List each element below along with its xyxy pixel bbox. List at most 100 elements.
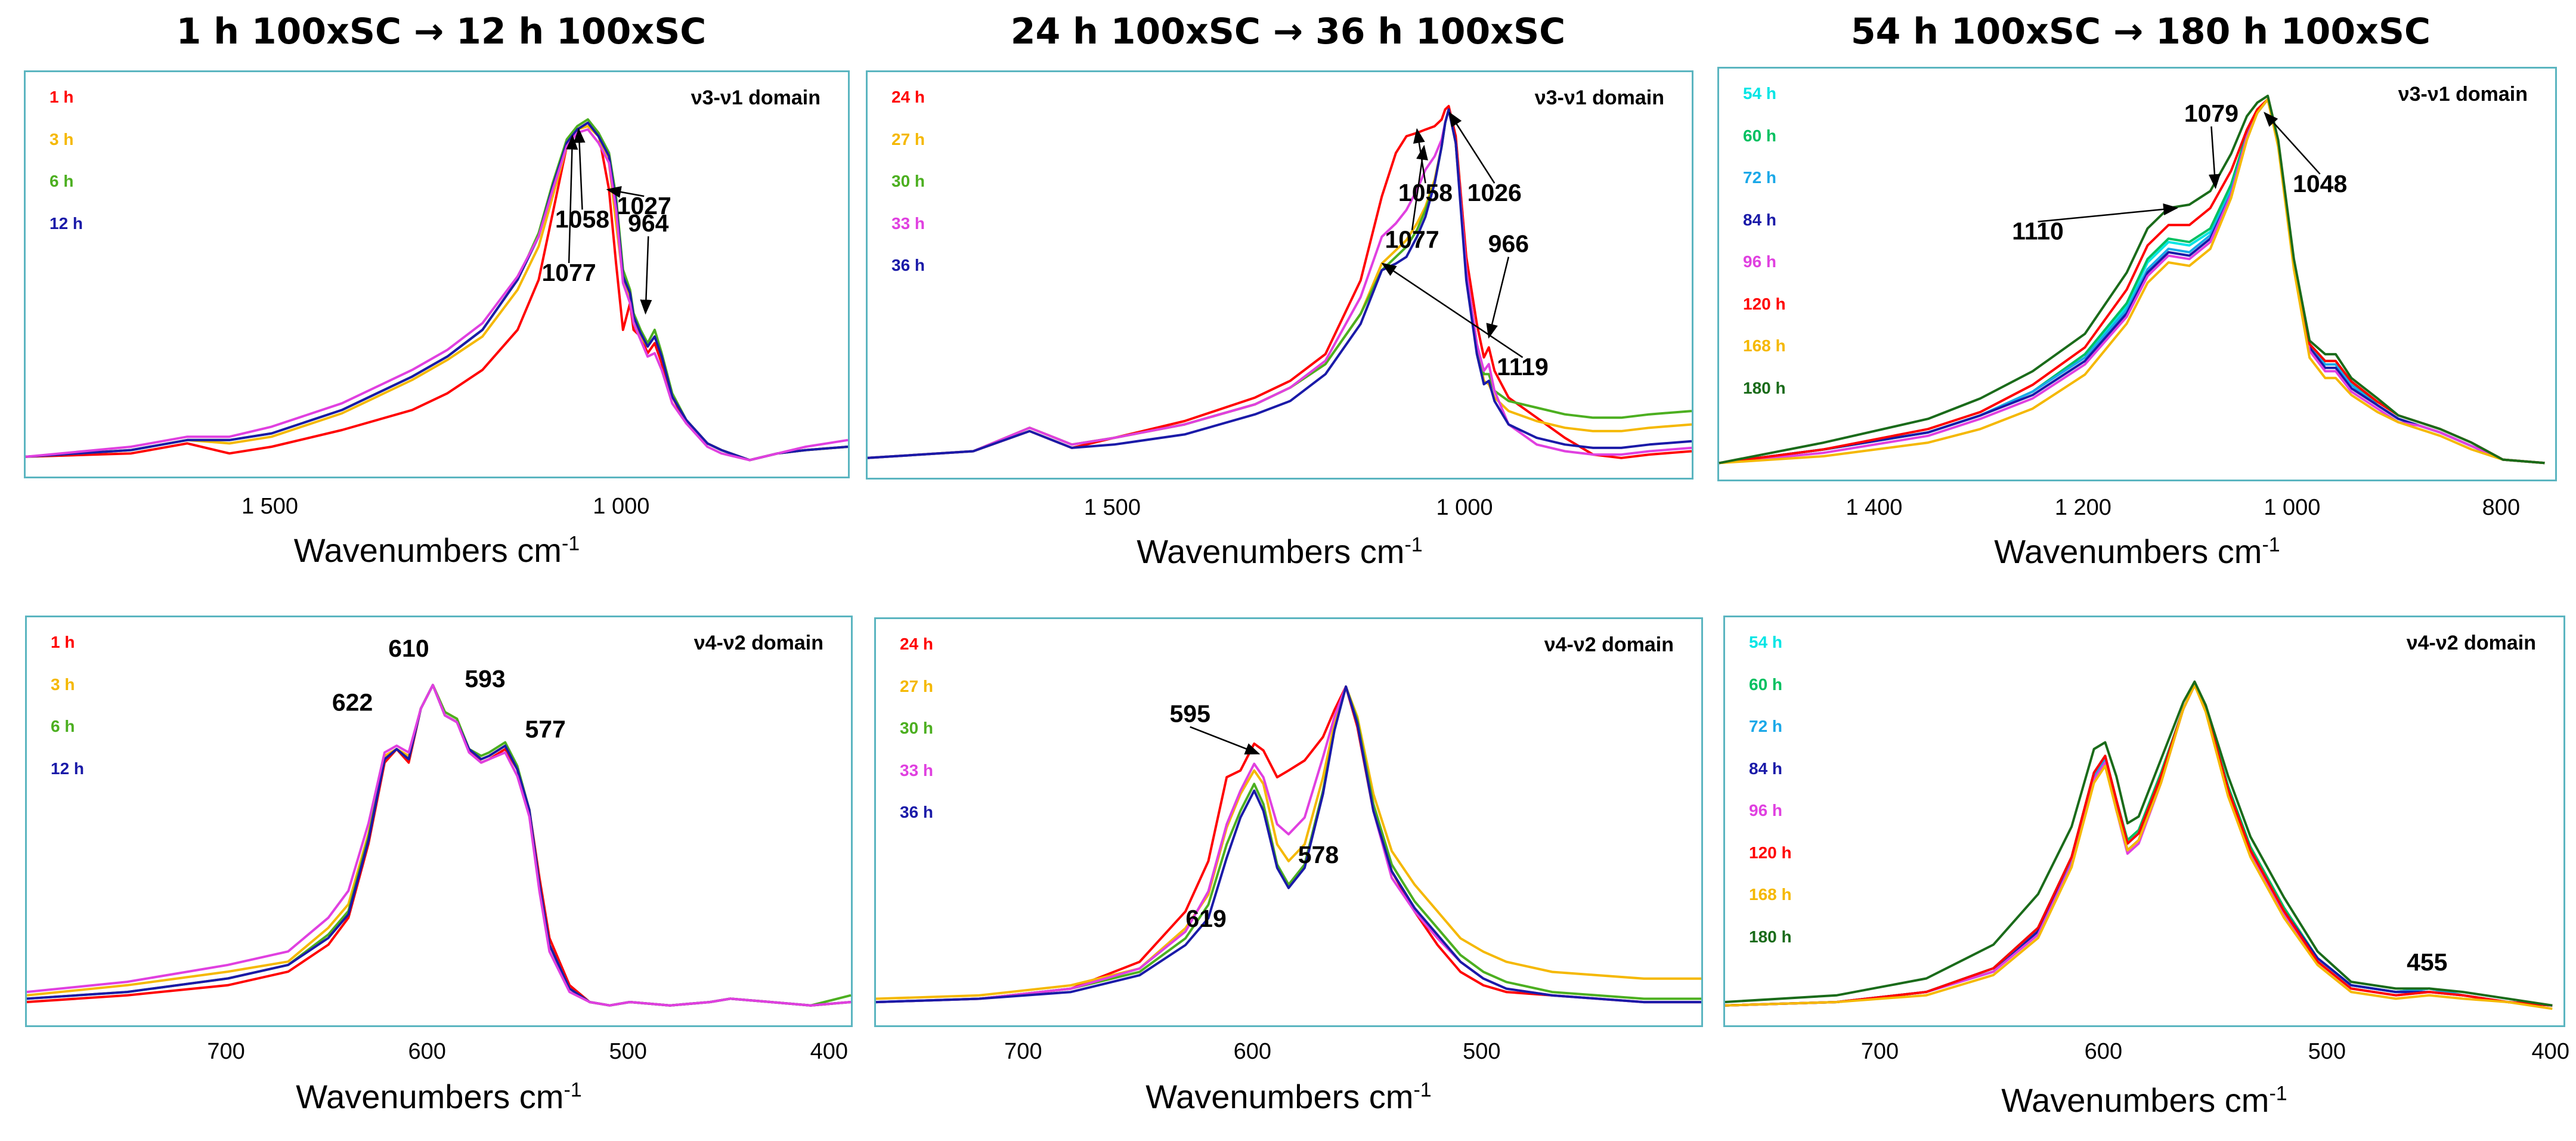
legend-entry: 168 h: [1743, 336, 1786, 355]
annotation-arrow: [2264, 112, 2321, 175]
peak-annotation-455: 455: [2407, 948, 2447, 976]
x-axis-label: Wavenumbers cm-1: [296, 1078, 582, 1115]
series-line-3h: [26, 684, 852, 1007]
annotation-arrow: [606, 186, 645, 198]
legend-entry: 27 h: [891, 129, 925, 149]
series-line-33h: [875, 685, 1701, 1004]
series-line-1h: [25, 121, 849, 462]
chart-plot: 610 622 593 577: [26, 635, 852, 1007]
chart-panel-v4v2-1h-12h: 610 622 593 577 1 h 3 h 6 h 12 h ν4-ν2 domain: [25, 616, 853, 1027]
x-tick-label: 1 000: [2264, 495, 2321, 520]
peak-annotation-578: 578: [1298, 841, 1339, 868]
series-line-30h: [875, 685, 1701, 1004]
legend-entry: 1 h: [49, 88, 74, 106]
legend-entry: 84 h: [1743, 210, 1777, 229]
peak-annotation-1048: 1048: [2293, 170, 2347, 197]
x-tick-label: 500: [2308, 1039, 2346, 1064]
x-tick-label: 500: [609, 1039, 647, 1064]
legend-entry: 60 h: [1749, 675, 1783, 694]
series-line-12h: [25, 121, 849, 462]
column-title: 1 h 100xSC → 12 h 100xSC: [176, 11, 707, 52]
annotation-arrow: [640, 236, 652, 315]
legend-entry: 6 h: [51, 717, 75, 735]
x-tick-labels: 700 600 500 400: [1723, 1039, 2569, 1069]
legend-entry: 54 h: [1743, 84, 1777, 103]
x-tick-label: 700: [1004, 1039, 1042, 1064]
series-line-24h: [875, 685, 1701, 1004]
legend: 24 h 27 h 30 h 33 h 36 h: [900, 633, 933, 844]
series-line-36h: [875, 685, 1701, 1004]
peak-annotation-1026: 1026: [1467, 179, 1522, 206]
series-line-120h: [1719, 98, 2545, 465]
chart-plot: 1079 1110 1048: [1719, 94, 2545, 465]
series-line-180h: [1719, 94, 2545, 465]
chart-plot: 455: [1724, 680, 2553, 1010]
x-tick-label: 1 400: [1846, 495, 1903, 520]
chart-panel-v3v1-54h-180h: 1079 1110 1048 54 h 60 h 72 h 84 h 96 h 120 h 16…: [1717, 67, 2557, 481]
x-tick-label: 1 000: [593, 494, 650, 519]
peak-annotation-593: 593: [465, 665, 505, 692]
peak-annotation-619: 619: [1185, 905, 1226, 932]
legend-entry: 30 h: [900, 719, 934, 737]
chart-plot: 1058 1077 1026 1119 966: [867, 104, 1692, 459]
x-tick-label: 700: [1860, 1039, 1899, 1064]
peak-annotation-622: 622: [332, 688, 373, 716]
legend-entry: 1 h: [51, 633, 75, 651]
x-tick-label: 600: [408, 1039, 446, 1064]
peak-annotation-1077: 1077: [541, 259, 596, 286]
x-tick-label: 400: [810, 1039, 848, 1064]
x-tick-label: 600: [2084, 1039, 2123, 1064]
legend-entry: 180 h: [1743, 378, 1786, 397]
domain-label: ν4-ν2 domain: [693, 632, 823, 654]
legend-entry: 72 h: [1743, 168, 1777, 187]
legend-entry: 30 h: [891, 172, 925, 190]
peak-annotation-595: 595: [1169, 700, 1210, 728]
series-line-extra-4: [26, 684, 852, 1007]
legend-entry: 3 h: [49, 129, 74, 149]
series-line-6h: [25, 118, 849, 462]
x-tick-label: 500: [1463, 1039, 1501, 1064]
x-tick-label: 400: [2531, 1039, 2569, 1064]
x-axis-label: Wavenumbers cm-1: [2001, 1081, 2287, 1119]
peak-annotation-964: 964: [628, 209, 669, 237]
legend-entry: 36 h: [900, 803, 934, 821]
annotation-arrow: [1190, 726, 1261, 755]
legend-entry: 84 h: [1749, 759, 1783, 778]
annotation-arrow: [1411, 144, 1428, 230]
annotation-arrow: [2208, 126, 2221, 190]
x-tick-label: 600: [1233, 1039, 1272, 1064]
peak-annotation-966: 966: [1488, 230, 1529, 258]
legend-entry: 24 h: [891, 88, 925, 106]
series-line-6h: [26, 684, 852, 1007]
x-tick-label: 1 500: [1083, 495, 1141, 520]
column-title: 54 h 100xSC → 180 h 100xSC: [1850, 11, 2431, 52]
domain-label: ν4-ν2 domain: [2406, 632, 2536, 654]
peak-annotation-1027: 1027: [617, 192, 671, 219]
x-tick-labels: 700 600 500: [874, 1039, 1699, 1069]
legend-entry: 168 h: [1749, 885, 1792, 904]
annotation-arrow: [573, 128, 586, 210]
x-tick-label: 700: [207, 1039, 245, 1064]
peak-annotation-1079: 1079: [2184, 100, 2238, 127]
peak-annotation-1110: 1110: [2012, 218, 2064, 245]
domain-label: ν4-ν2 domain: [1544, 633, 1674, 656]
annotation-arrow: [1486, 256, 1510, 339]
series-line-27h: [875, 685, 1701, 1000]
series-line-extra-4: [25, 128, 849, 462]
legend-entry: 27 h: [900, 676, 934, 695]
legend-entry: 12 h: [49, 214, 83, 233]
legend-entry: 96 h: [1749, 801, 1783, 820]
chart-panel-v3v1-1h-12h: 1058 1077 1027 964 1 h 3 h 6 h 12 h ν3-ν1 doma…: [24, 70, 850, 478]
legend-entry: 180 h: [1749, 927, 1792, 946]
legend-entry: 54 h: [1749, 633, 1783, 651]
legend-entry: 6 h: [49, 172, 74, 190]
series-line-12h: [26, 684, 852, 1007]
annotation-arrow: [1413, 128, 1426, 184]
x-tick-labels: 1 500 1 000: [24, 494, 846, 524]
series-line-168h: [1719, 98, 2545, 465]
domain-label: ν3-ν1 domain: [691, 86, 821, 109]
legend-entry: 33 h: [900, 760, 934, 780]
annotation-arrow: [2038, 203, 2179, 222]
legend-entry: 24 h: [900, 635, 934, 653]
